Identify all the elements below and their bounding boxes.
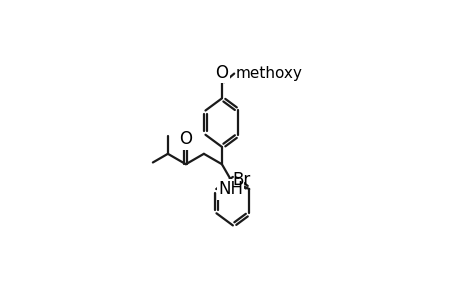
Text: NH: NH [218,180,242,198]
Text: Br: Br [232,171,250,189]
Text: O: O [179,130,192,148]
Text: O: O [215,64,228,82]
Text: methoxy: methoxy [235,66,302,81]
